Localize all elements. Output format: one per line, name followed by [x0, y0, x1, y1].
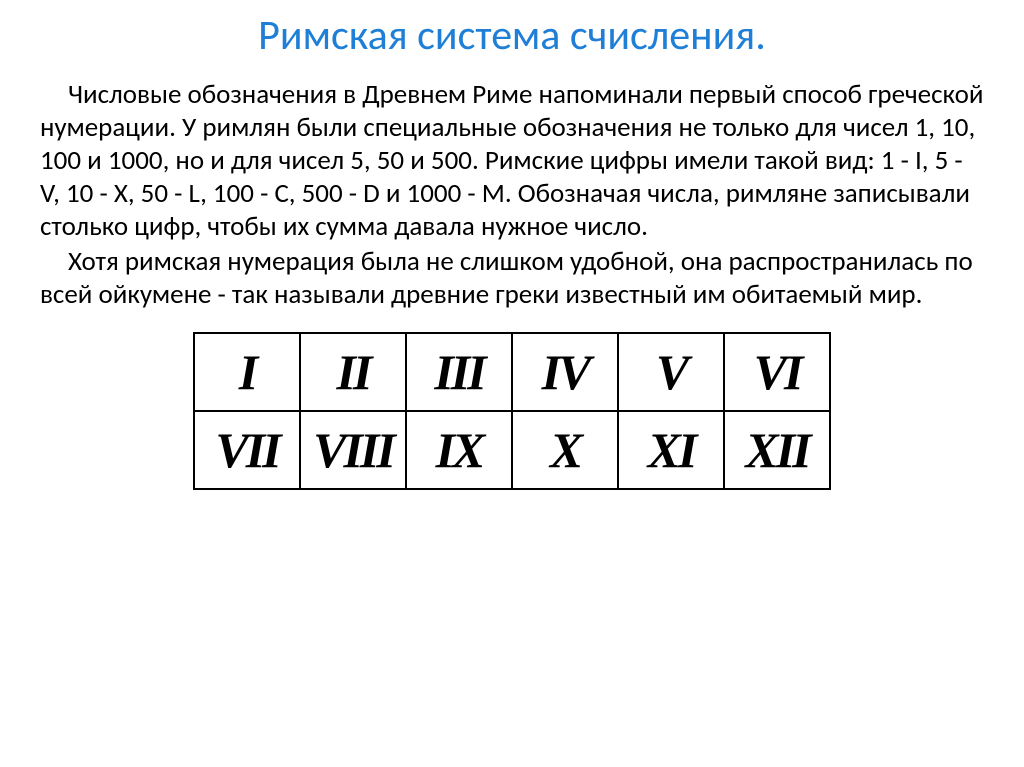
- numeral-cell: VII: [194, 411, 300, 489]
- numeral-cell: IX: [406, 411, 512, 489]
- numeral-cell: VI: [724, 333, 830, 411]
- paragraph-2: Хотя римская нумерация была не слишком у…: [40, 246, 984, 312]
- numeral-cell: XI: [618, 411, 724, 489]
- numerals-table-container: I II III IV V VI VII VIII IX X XI XII: [40, 332, 984, 490]
- numeral-cell: XII: [724, 411, 830, 489]
- numeral-cell: II: [300, 333, 406, 411]
- numeral-cell: X: [512, 411, 618, 489]
- page-title: Римская система счисления.: [40, 10, 984, 61]
- numeral-cell: V: [618, 333, 724, 411]
- table-row: I II III IV V VI: [194, 333, 830, 411]
- numeral-cell: VIII: [300, 411, 406, 489]
- numerals-table: I II III IV V VI VII VIII IX X XI XII: [193, 332, 831, 490]
- paragraph-1: Числовые обозначения в Древнем Риме напо…: [40, 79, 984, 244]
- numeral-cell: IV: [512, 333, 618, 411]
- table-row: VII VIII IX X XI XII: [194, 411, 830, 489]
- numeral-cell: I: [194, 333, 300, 411]
- numeral-cell: III: [406, 333, 512, 411]
